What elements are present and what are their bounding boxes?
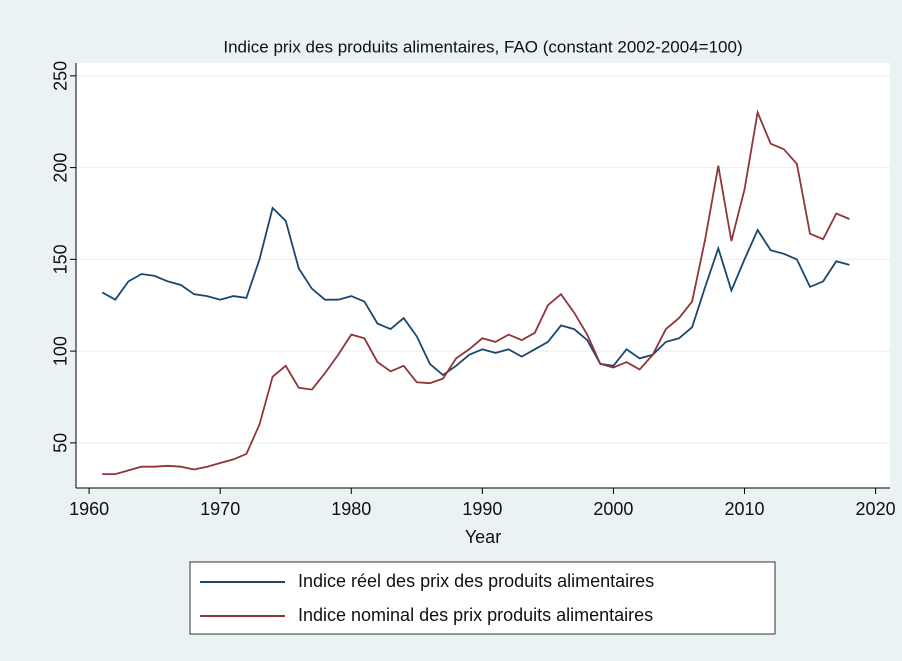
x-tick-label: 1990 — [462, 499, 502, 519]
legend — [189, 561, 776, 635]
x-tick-label: 1960 — [69, 499, 109, 519]
y-tick-label: 50 — [51, 433, 71, 453]
y-tick-label: 250 — [51, 61, 71, 91]
x-axis-label: Year — [465, 527, 501, 547]
series-line — [101, 206, 850, 377]
legend-label: Indice nominal des prix produits aliment… — [298, 605, 653, 625]
x-tick-label: 1980 — [331, 499, 371, 519]
chart-title: Indice prix des produits alimentaires, F… — [223, 37, 742, 56]
legend-label: Indice réel des prix des produits alimen… — [298, 571, 654, 591]
x-tick-label: 2020 — [856, 499, 896, 519]
plot-area — [76, 63, 890, 488]
y-tick-label: 100 — [51, 336, 71, 366]
y-tick-label: 200 — [51, 153, 71, 183]
y-tick-label: 150 — [51, 244, 71, 274]
series-line — [102, 109, 850, 476]
x-tick-label: 2010 — [724, 499, 764, 519]
x-tick-label: 1970 — [200, 499, 240, 519]
x-tick-label: 2000 — [593, 499, 633, 519]
